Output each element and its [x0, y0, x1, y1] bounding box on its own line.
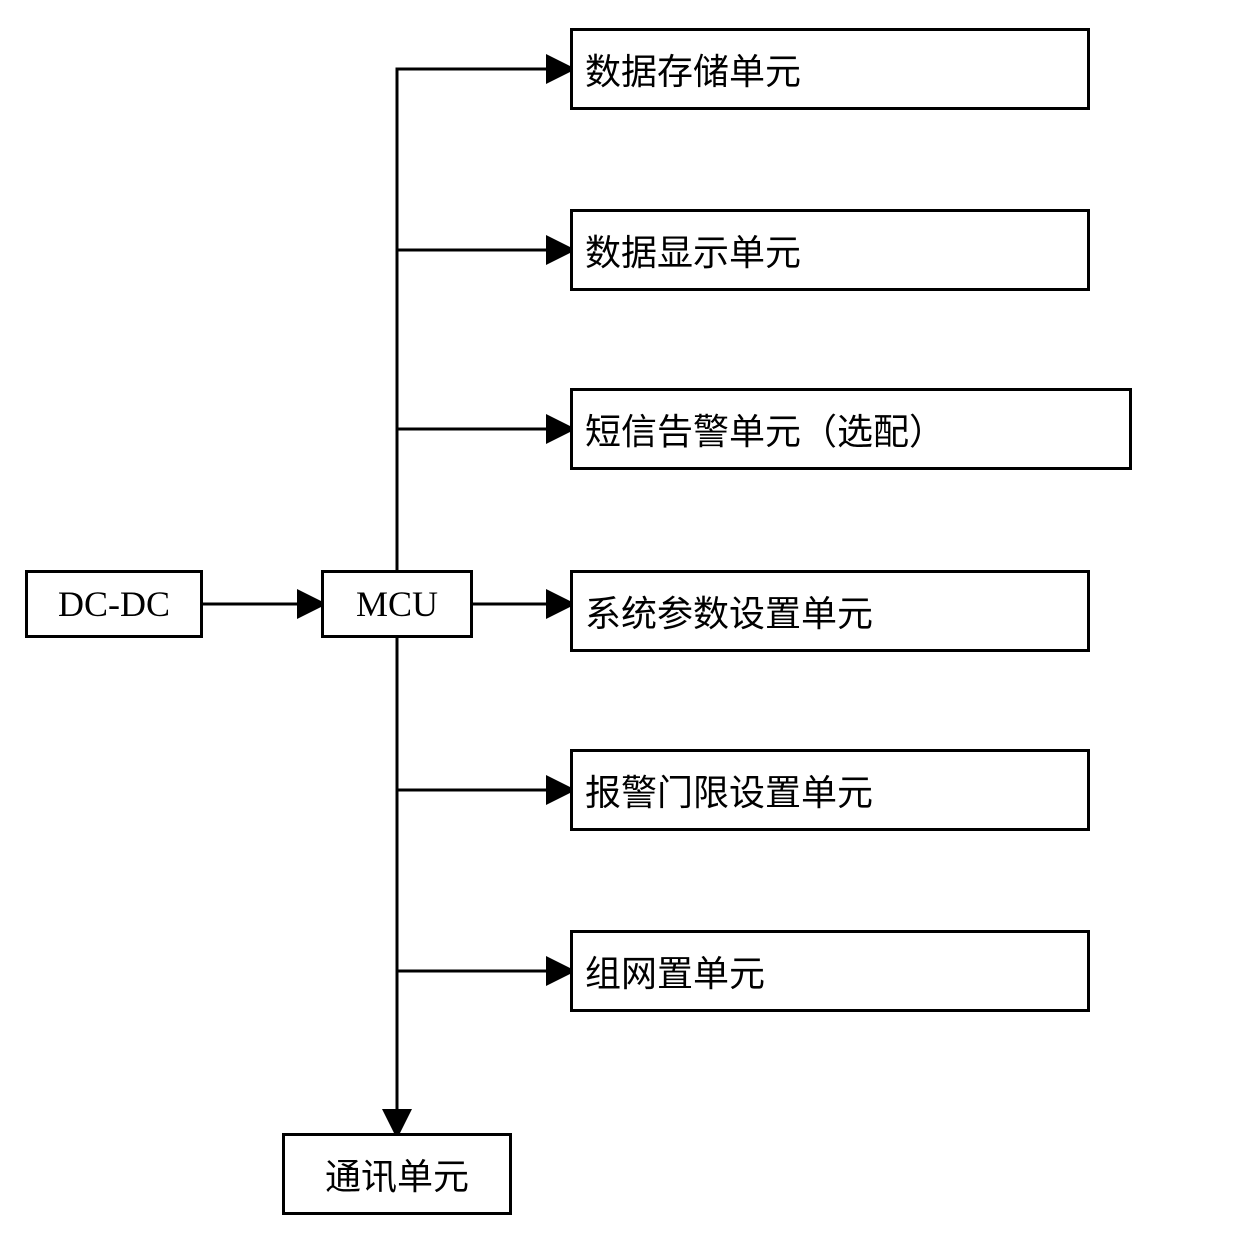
node-dcdc: DC-DC: [25, 570, 203, 638]
node-threshold: 报警门限设置单元: [570, 749, 1090, 831]
node-storage: 数据存储单元: [570, 28, 1090, 110]
node-dcdc-label: DC-DC: [58, 583, 170, 625]
node-comm-label: 通讯单元: [325, 1148, 469, 1200]
node-network: 组网置单元: [570, 930, 1090, 1012]
node-threshold-label: 报警门限设置单元: [585, 764, 873, 816]
node-network-label: 组网置单元: [585, 945, 765, 997]
node-mcu-label: MCU: [356, 583, 438, 625]
node-alarm-label: 短信告警单元（选配）: [585, 403, 945, 455]
node-mcu: MCU: [321, 570, 473, 638]
node-storage-label: 数据存储单元: [585, 43, 801, 95]
node-display-label: 数据显示单元: [585, 224, 801, 276]
node-params-label: 系统参数设置单元: [585, 585, 873, 637]
node-alarm: 短信告警单元（选配）: [570, 388, 1132, 470]
node-comm: 通讯单元: [282, 1133, 512, 1215]
node-params: 系统参数设置单元: [570, 570, 1090, 652]
block-diagram: DC-DC MCU 数据存储单元 数据显示单元 短信告警单元（选配） 系统参数设…: [0, 0, 1240, 1239]
node-display: 数据显示单元: [570, 209, 1090, 291]
